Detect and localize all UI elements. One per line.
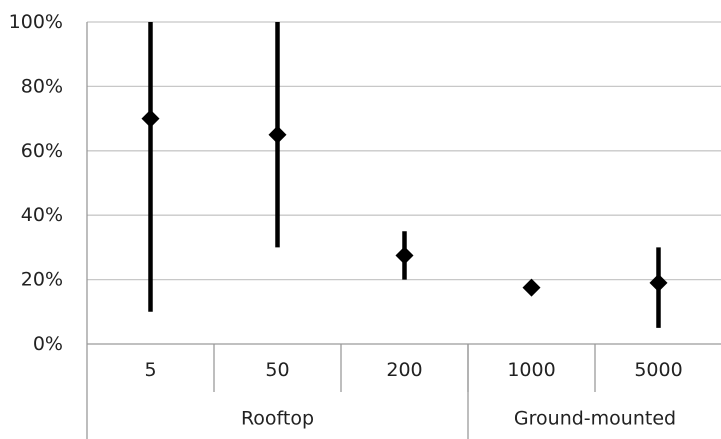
y-tick-label: 40% <box>21 204 63 226</box>
x-category-label: 5 <box>144 359 156 381</box>
data-point-diamond <box>522 278 541 297</box>
error-bars <box>148 22 661 328</box>
x-category-label: 200 <box>386 359 422 381</box>
x-group-label: Ground-mounted <box>514 408 676 430</box>
data-point-diamond <box>141 109 160 128</box>
y-tick-label: 60% <box>21 140 63 162</box>
gridlines <box>87 21 721 281</box>
x-group-label: Rooftop <box>241 408 314 430</box>
data-point-diamond <box>268 125 287 144</box>
x-category-label: 50 <box>265 359 289 381</box>
y-tick-label: 0% <box>33 333 63 355</box>
y-tick-label: 80% <box>21 75 63 97</box>
data-point-diamond <box>649 273 668 292</box>
x-category-labels: 5 50 200 1000 5000 <box>144 359 682 381</box>
x-group-labels: Rooftop Ground-mounted <box>241 408 676 430</box>
data-point-diamond <box>395 246 414 265</box>
axes <box>86 22 721 439</box>
x-category-label: 1000 <box>507 359 555 381</box>
y-tick-label: 20% <box>21 269 63 291</box>
y-tick-label: 100% <box>9 11 63 33</box>
y-tick-labels: 0% 20% 40% 60% 80% 100% <box>9 11 63 355</box>
data-points <box>141 109 668 297</box>
x-category-label: 5000 <box>634 359 682 381</box>
